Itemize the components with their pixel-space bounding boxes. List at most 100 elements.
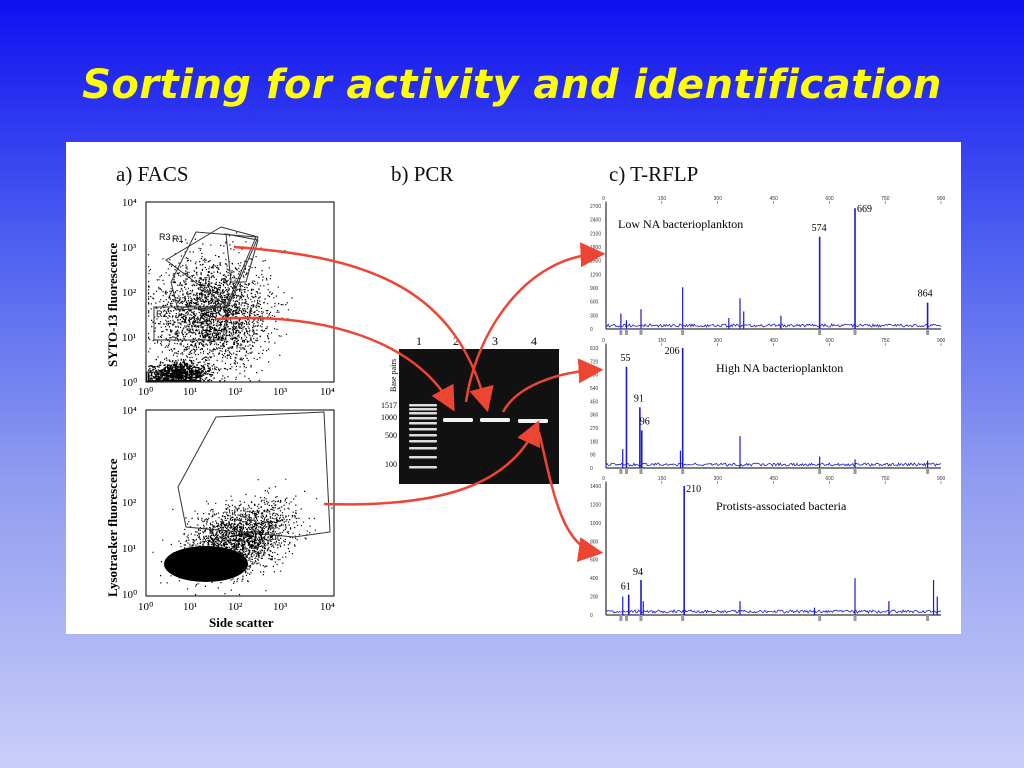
facs-bottom-ytick: 10³	[122, 451, 137, 463]
region-r1-label: R1	[172, 234, 184, 244]
trflp-x-tick-label: 750	[881, 338, 890, 344]
gate-r1	[170, 231, 257, 311]
facs-bottom-xlabel: Side scatter	[209, 615, 274, 630]
trflp-fragment-marker	[853, 468, 857, 474]
trflp-trace-title: Low NA bacterioplankton	[618, 217, 743, 231]
trflp-peak-label: 55	[620, 353, 630, 364]
trflp-x-tick-label: 300	[714, 196, 723, 202]
trflp-fragment-marker	[818, 329, 822, 335]
trflp-x-tick-label: 900	[937, 338, 946, 344]
trflp-x-tick-label: 0	[602, 476, 605, 482]
trflp-y-tick-label: 600	[590, 558, 599, 564]
sample-band	[443, 418, 473, 422]
slide-title: Sorting for activity and identification	[82, 62, 942, 108]
facs-top-plot: R3 R1 R2 R4 10⁴ 10³ 10² 10¹ 10⁰ 10⁰ 10¹ …	[105, 197, 335, 398]
arrow-lane2-to-lowna	[464, 242, 606, 403]
gate-r3	[165, 226, 259, 308]
facs-bottom-xtick: 10³	[273, 601, 288, 613]
gel-lane-label: 2	[453, 334, 459, 348]
gate-r3b	[225, 233, 259, 283]
trflp-peak-label: 96	[640, 416, 650, 427]
trflp-y-tick-label: 2100	[590, 231, 601, 237]
facs-top-xtick: 10⁴	[320, 386, 335, 398]
trflp-y-tick-label: 1400	[590, 484, 601, 490]
region-r2-label: R2	[156, 309, 168, 319]
trflp-peak-label: 91	[634, 393, 644, 404]
trflp-fragment-marker	[639, 615, 643, 621]
figure-svg: R3 R1 R2 R4 10⁴ 10³ 10² 10¹ 10⁰ 10⁰ 10¹ …	[105, 196, 946, 630]
trflp-trace: 0 150 300 450 600 750 900 1400 1200 1000 800 600 400…	[590, 476, 946, 621]
trflp-traces: 0 150 300 450 600 750 900270024002100180015001…	[590, 196, 946, 621]
gate-lysotracker	[177, 411, 331, 538]
ladder-band	[409, 456, 437, 459]
trflp-fragment-marker	[639, 329, 643, 335]
trflp-fragment-marker	[639, 468, 643, 474]
facs-bottom-ytick: 10⁴	[122, 405, 137, 417]
trflp-x-tick-label: 600	[825, 338, 834, 344]
trflp-panel-label: c) T-RFLP	[609, 162, 699, 186]
facs-panel-label: a) FACS	[116, 162, 189, 186]
facs-top-ylabel: SYTO-13 fluorescence	[105, 243, 120, 367]
facs-bottom-plot: 10⁴ 10³ 10² 10¹ 10⁰ 10⁰ 10¹ 10² 10³ 10⁴ …	[105, 405, 335, 630]
facs-bottom-ytick: 10⁰	[122, 589, 138, 601]
region-r3-label: R3	[159, 232, 171, 242]
trflp-y-tick-label: 0	[590, 466, 593, 472]
ladder-band	[409, 440, 437, 443]
sample-band	[480, 418, 510, 422]
trflp-y-tick-label: 90	[590, 453, 596, 459]
trflp-trace: 0 150 300 450 600 750 900 2700 2400 2100 1800 1500 1…	[590, 196, 946, 335]
facs-bottom-scatter	[152, 478, 333, 596]
trflp-y-tick-label: 1000	[590, 521, 601, 527]
trflp-fragment-marker	[926, 468, 930, 474]
gate-r2	[153, 306, 227, 341]
trflp-y-tick-label: 1200	[590, 272, 601, 278]
gel-lane-label: 1	[416, 334, 422, 348]
gate-r4	[146, 371, 162, 382]
trflp-peak-label: 574	[812, 223, 827, 234]
trflp-y-tick-label: 0	[590, 327, 593, 333]
facs-bottom-ytick: 10¹	[122, 543, 136, 555]
trflp-y-tick-label: 450	[590, 399, 599, 405]
facs-top-xtick: 10¹	[183, 386, 197, 398]
facs-top-ytick: 10⁴	[122, 197, 137, 209]
gel-bands	[409, 404, 548, 469]
trflp-x-tick-label: 300	[714, 476, 723, 482]
facs-bottom-ytick: 10²	[122, 497, 137, 509]
trflp-x-tick-label: 450	[770, 476, 779, 482]
trflp-x-tick-label: 900	[937, 196, 946, 202]
trflp-y-tick-label: 2400	[590, 218, 601, 224]
trflp-peak-label: 864	[918, 289, 933, 300]
trflp-y-tick-label: 720	[590, 359, 599, 365]
trflp-y-tick-label: 0	[590, 613, 593, 619]
figure-panel: a) FACS b) PCR c) T-RFLP R3 R1 R2 R4 10⁴…	[66, 142, 961, 634]
trflp-y-tick-label: 2700	[590, 204, 601, 210]
gel-ylabel: Base pairs	[389, 359, 398, 392]
trflp-trace: 0 150 300 450 600 750 900810720630540450360270…	[590, 338, 946, 474]
trflp-baseline	[605, 462, 942, 468]
facs-top-ytick: 10¹	[122, 332, 136, 344]
trflp-x-tick-label: 750	[881, 196, 890, 202]
ladder-band	[409, 412, 437, 415]
trflp-x-tick-label: 600	[825, 196, 834, 202]
ladder-band	[409, 417, 437, 420]
trflp-y-tick-label: 1200	[590, 502, 601, 508]
trflp-y-tick-label: 200	[590, 595, 599, 601]
trflp-fragment-marker	[624, 329, 628, 335]
trflp-x-tick-label: 450	[770, 196, 779, 202]
facs-top-ytick: 10³	[122, 242, 137, 254]
trflp-fragment-marker	[926, 329, 930, 335]
arrow-lane3-to-highna	[501, 358, 604, 413]
trflp-fragment-marker	[853, 615, 857, 621]
trflp-peak-label: 669	[857, 204, 872, 215]
gel-lane-label: 3	[492, 334, 498, 348]
gel-lane-label: 4	[531, 334, 537, 348]
trflp-x-tick-label: 300	[714, 338, 723, 344]
trflp-y-tick-label: 1800	[590, 245, 601, 251]
trflp-y-tick-label: 630	[590, 373, 599, 379]
trflp-fragment-marker	[818, 615, 822, 621]
trflp-fragment-marker	[619, 615, 623, 621]
trflp-y-tick-label: 810	[590, 346, 599, 352]
trflp-baseline	[605, 323, 942, 329]
trflp-peak-label: 61	[621, 582, 631, 593]
facs-top-xtick: 10³	[273, 386, 288, 398]
